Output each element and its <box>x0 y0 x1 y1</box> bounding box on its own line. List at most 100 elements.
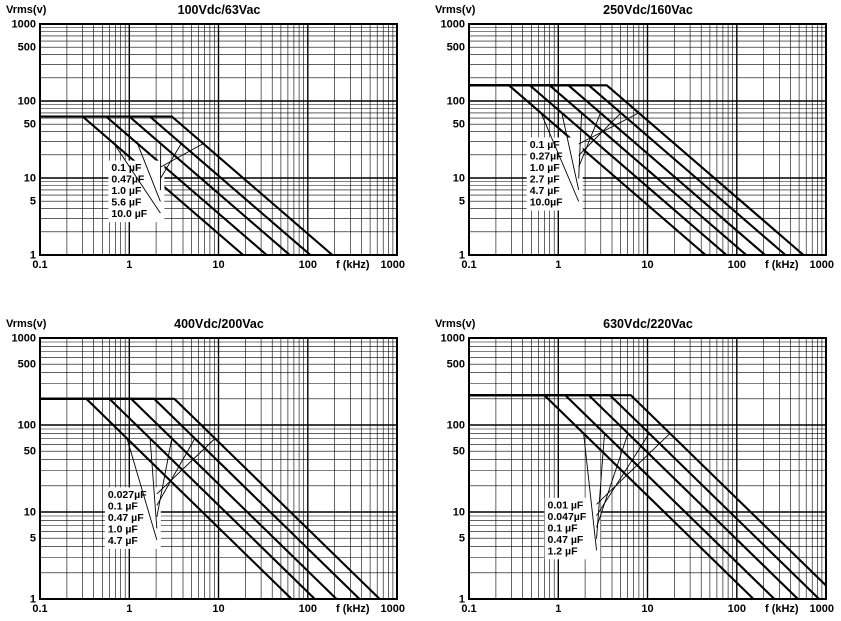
legend-leader-line <box>156 438 173 517</box>
curve-4.7 µF <box>40 397 293 600</box>
gridlines <box>39 337 398 600</box>
curves <box>469 394 827 600</box>
x-tick-label: 100 <box>728 259 746 271</box>
legend-leader-line <box>126 438 158 541</box>
chart-header: Vrms(v) 400Vdc/200Vac <box>6 317 406 333</box>
x-tick-label: 1000 <box>810 603 834 615</box>
x-tick-label: 0.1 <box>32 259 47 271</box>
legend-leader-line <box>561 112 580 191</box>
x-axis-label: f (kHz) <box>765 259 799 271</box>
legend-entry: 0.47 µF <box>548 534 584 546</box>
x-tick-label: 1 <box>126 259 132 271</box>
legend-leader-line <box>578 112 601 168</box>
y-tick-label: 1000 <box>441 333 465 345</box>
legend-entry: 0.047µF <box>548 511 587 523</box>
chart-title: 630Vdc/220Vac <box>603 317 693 331</box>
legend-entry: 1.0 µF <box>108 523 139 535</box>
y-axis-label: Vrms(v) <box>6 318 47 330</box>
y-tick-label: 1 <box>459 594 465 606</box>
y-tick-label: 5 <box>459 533 465 545</box>
y-axis-label: Vrms(v) <box>6 4 47 16</box>
legend-box <box>526 137 583 211</box>
y-tick-label: 5 <box>30 196 36 208</box>
legend-entry: 2.7 µF <box>530 174 561 186</box>
x-tick-label: 100 <box>299 259 317 271</box>
x-tick-label: 1000 <box>810 259 834 271</box>
legend-entry: 10.0 µF <box>111 208 147 220</box>
y-tick-label: 10 <box>453 507 465 519</box>
y-tick-label: 100 <box>447 420 465 432</box>
curve-0.47 µF <box>469 394 776 600</box>
y-tick-label: 1000 <box>12 333 36 345</box>
legend-entry: 5.6 µF <box>111 197 142 209</box>
legend-entry: 1.2 µF <box>548 545 579 557</box>
y-tick-label: 100 <box>18 96 36 108</box>
y-tick-label: 50 <box>453 119 465 131</box>
legend-entry: 0.01 µF <box>548 499 584 511</box>
y-tick-label: 1 <box>459 250 465 262</box>
chart-panel-630vdc-220vac: Vrms(v) 630Vdc/220Vac 0.01 µF 0.047µF 0.1 … <box>435 317 835 615</box>
legend-entry: 4.7 µF <box>530 185 561 197</box>
x-tick-label: 10 <box>212 603 224 615</box>
y-tick-label: 500 <box>18 359 36 371</box>
legend-entry: 4.7 µF <box>108 535 139 547</box>
plot-border <box>468 23 827 256</box>
curve-0.1 µF <box>469 84 805 256</box>
x-tick-label: 0.1 <box>461 603 476 615</box>
y-axis-label: Vrms(v) <box>435 318 476 330</box>
curve-10.0µF <box>469 84 707 256</box>
x-tick-label: 100 <box>728 603 746 615</box>
legend-leader-line <box>583 433 597 551</box>
x-axis-label: f (kHz) <box>765 603 799 615</box>
chart-title: 100Vdc/63Vac <box>177 3 261 17</box>
y-tick-label: 10 <box>24 507 36 519</box>
legend-leader-line <box>596 433 605 539</box>
x-tick-label: 1 <box>126 603 132 615</box>
x-tick-label: 10 <box>212 259 224 271</box>
x-axis-label: f (kHz) <box>336 603 370 615</box>
curves <box>469 84 805 256</box>
chart-header: Vrms(v) 250Vdc/160Vac <box>435 3 835 19</box>
x-tick-label: 10 <box>641 259 653 271</box>
y-tick-label: 50 <box>453 446 465 458</box>
gridlines <box>468 23 827 256</box>
y-tick-label: 1 <box>30 594 36 606</box>
chart-panel-400vdc-200vac: Vrms(v) 400Vdc/200Vac 0.027µF 0.1 µF 0.47 … <box>6 317 406 615</box>
legend-entry: 0.47 µF <box>108 512 144 524</box>
y-tick-label: 100 <box>447 96 465 108</box>
x-tick-label: 1000 <box>381 259 405 271</box>
legend-entry: 0.1 µF <box>108 500 139 512</box>
legend-leader-line <box>596 433 629 528</box>
plot-border <box>39 23 398 256</box>
legend-box <box>104 487 161 549</box>
legend-leader-line <box>113 143 161 214</box>
x-tick-label: 0.1 <box>461 259 476 271</box>
chart-title: 250Vdc/160Vac <box>603 3 693 17</box>
legend-leader-line <box>149 438 158 529</box>
y-axis-label: Vrms(v) <box>435 4 476 16</box>
plot-border <box>39 337 398 600</box>
x-tick-label: 1 <box>555 603 561 615</box>
legend-leader-line <box>160 143 182 179</box>
x-axis-label: f (kHz) <box>336 259 370 271</box>
x-tick-label: 100 <box>299 603 317 615</box>
chart-title: 400Vdc/200Vac <box>174 317 264 331</box>
legend-entry: 0.1 µF <box>530 139 561 151</box>
y-tick-label: 10 <box>24 173 36 185</box>
legend-leader-line <box>578 112 640 145</box>
chart-panel-100vdc-63vac: Vrms(v) 100Vdc/63Vac 0.1 µF 0.47µF 1.0 µF 5… <box>6 3 406 271</box>
plot-border <box>468 337 827 600</box>
x-tick-label: 1 <box>555 259 561 271</box>
legend-entry: 0.27µF <box>530 151 563 163</box>
y-tick-label: 5 <box>30 533 36 545</box>
chart-header: Vrms(v) 630Vdc/220Vac <box>435 317 835 333</box>
legend-entry: 0.1 µF <box>111 162 142 174</box>
